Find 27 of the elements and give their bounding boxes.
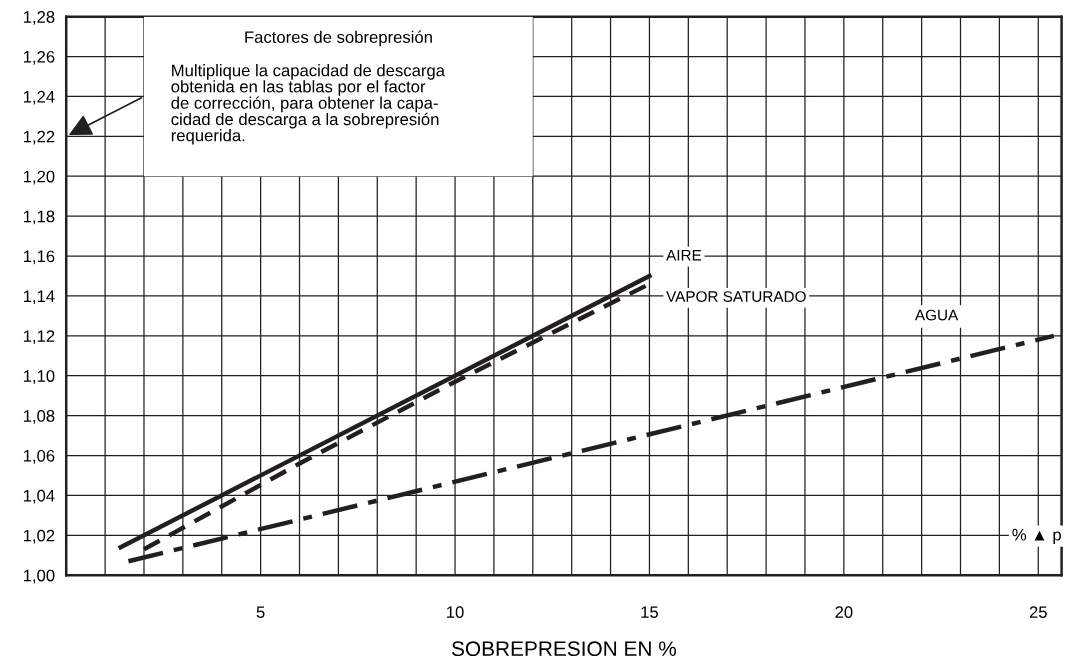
y-tick-label: 1,18: [23, 210, 55, 225]
y-tick-label: 1,28: [23, 11, 55, 25]
x-tick-label: 15: [641, 606, 659, 619]
x-tick-label: 10: [447, 606, 464, 619]
y-tick-label: 1,24: [23, 90, 55, 105]
y-tick-label: 1,02: [23, 529, 55, 544]
text: AGUA: [914, 309, 959, 321]
y-tick-label: 1,08: [23, 410, 55, 424]
annotation: Factores de sobrepresión: [245, 30, 432, 47]
x-axis-title: SOBREPRESION EN %: [451, 641, 677, 657]
x-tick-label: 5: [256, 606, 265, 619]
annotation: % ▲ p: [1012, 528, 1061, 544]
x-tick-label: 20: [835, 606, 853, 619]
annotation: Multiplique la capacidad de descarga obtenida en las tablas por el factor de corrección, para obtener la capa- cidad de descarga a la sobrepresión requerida.: [171, 64, 445, 145]
y-tick-label: 1,00: [23, 569, 55, 584]
y-tick-label: 1,26: [23, 50, 55, 65]
y-tick-label: 1,12: [23, 330, 55, 344]
y-tick-label: 1,20: [23, 170, 55, 185]
y-tick-label: 1,22: [23, 130, 55, 145]
y-tick-label: 1,06: [23, 449, 55, 464]
series-label: AIRE: [666, 249, 702, 261]
series-label: VAPOR SATURADO: [666, 291, 806, 302]
x-tick-label: 25: [1029, 606, 1047, 619]
y-tick-label: 1,14: [23, 290, 55, 305]
y-tick-label: 1,10: [23, 370, 55, 384]
y-tick-label: 1,04: [23, 489, 55, 504]
y-tick-label: 1,16: [23, 250, 55, 265]
